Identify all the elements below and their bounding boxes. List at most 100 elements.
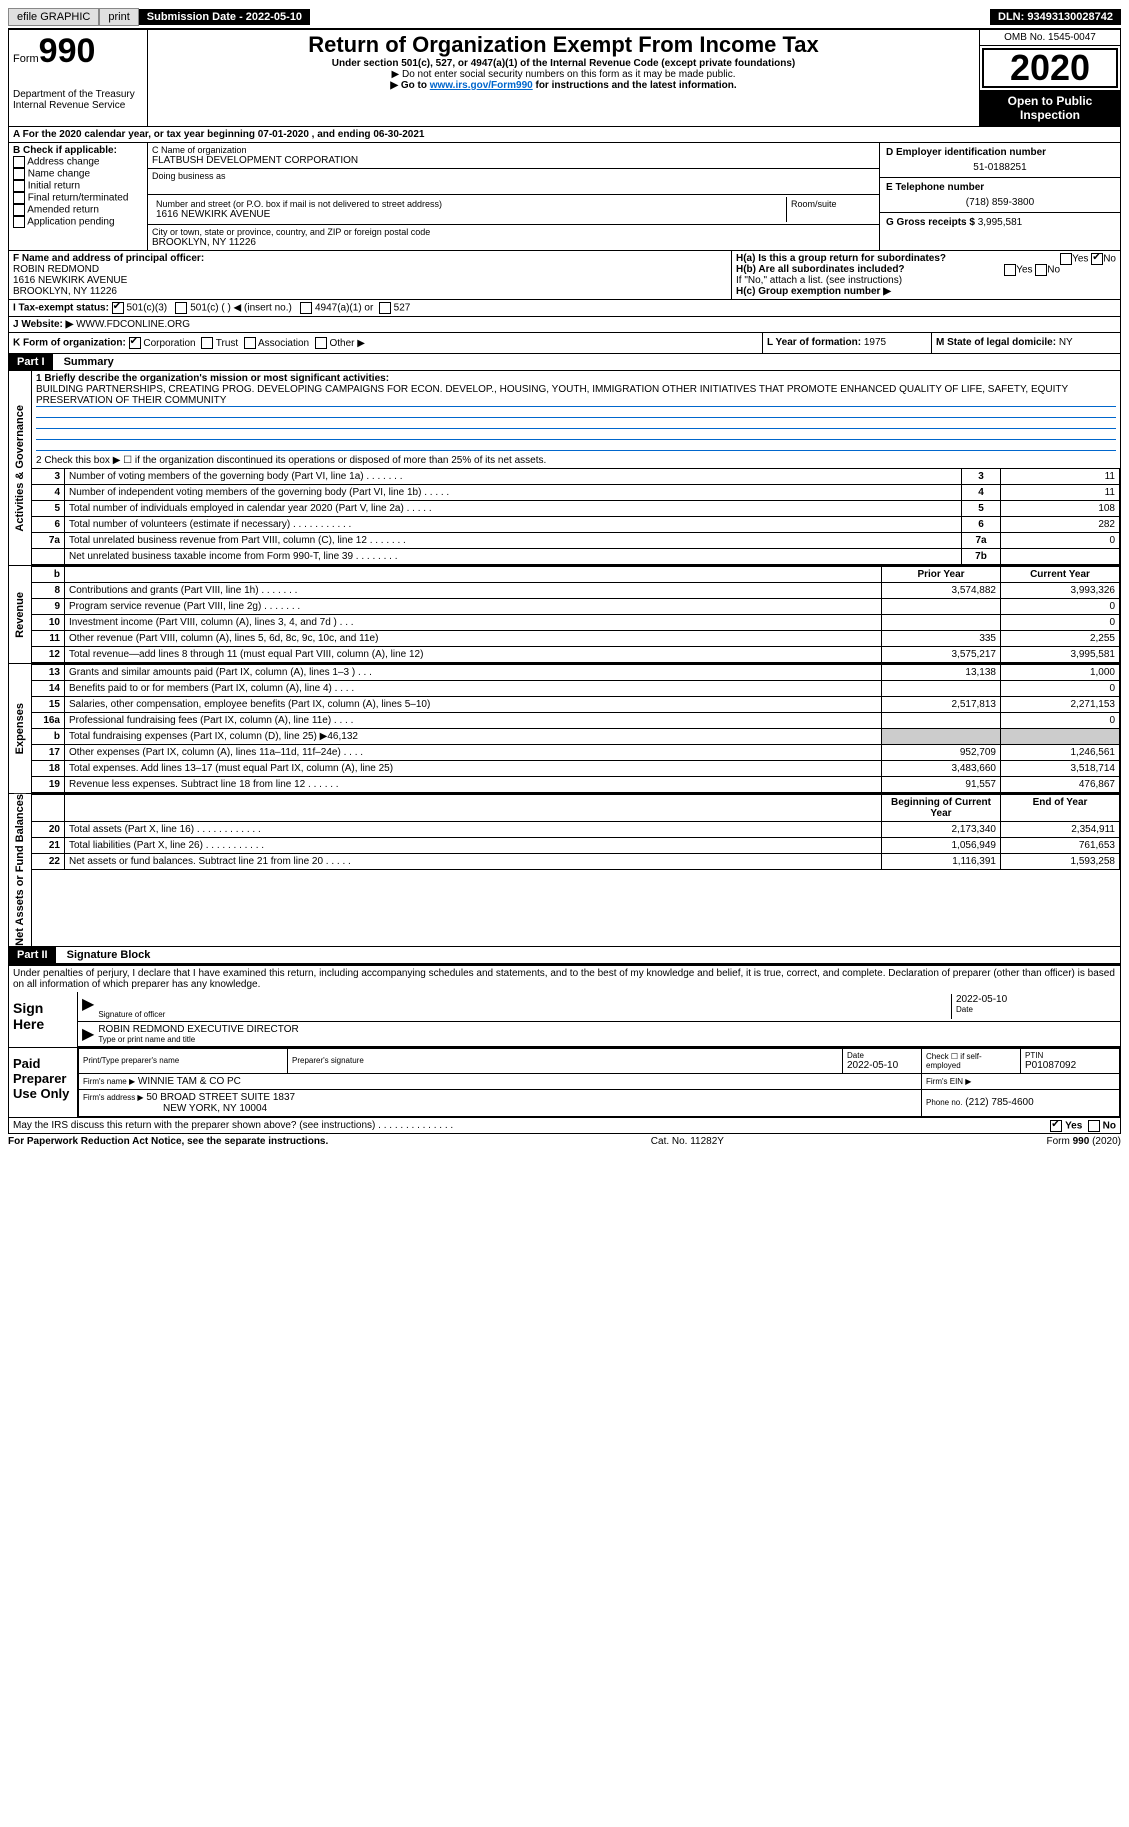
f-label: F Name and address of principal officer: xyxy=(13,253,727,264)
room-label: Room/suite xyxy=(787,197,875,222)
page-footer: For Paperwork Reduction Act Notice, see … xyxy=(8,1134,1121,1149)
l-label: L Year of formation: xyxy=(767,337,861,348)
firm-phone-label: Phone no. xyxy=(926,1098,962,1107)
gross-receipts: 3,995,581 xyxy=(978,217,1023,228)
print-button[interactable]: print xyxy=(99,8,138,26)
org-name: FLATBUSH DEVELOPMENT CORPORATION xyxy=(152,155,875,166)
row-a: A For the 2020 calendar year, or tax yea… xyxy=(8,127,1121,143)
ptin-value: P01087092 xyxy=(1025,1060,1115,1071)
public-inspection: Open to Public Inspection xyxy=(980,90,1120,126)
omb-number: OMB No. 1545-0047 xyxy=(980,30,1120,46)
prep-date-label: Date xyxy=(847,1051,917,1060)
ptin-label: PTIN xyxy=(1025,1051,1115,1060)
officer-name: ROBIN REDMOND xyxy=(13,264,727,275)
dln-label: DLN: 93493130028742 xyxy=(990,9,1121,25)
i-opt2: 501(c) ( ) ◀ (insert no.) xyxy=(190,303,292,314)
footer-right: Form 990 (2020) xyxy=(1047,1136,1121,1147)
firm-ein-label: Firm's EIN ▶ xyxy=(926,1077,971,1086)
footer-left: For Paperwork Reduction Act Notice, see … xyxy=(8,1136,328,1147)
tax-year: 2020 xyxy=(982,48,1118,88)
hb-label: H(b) Are all subordinates included? xyxy=(736,264,905,275)
prep-sig-label: Preparer's signature xyxy=(292,1056,838,1065)
hb-no: No xyxy=(1047,265,1060,276)
form-note2: ▶ Go to www.irs.gov/Form990 for instruct… xyxy=(152,80,975,91)
k-option[interactable]: Corporation xyxy=(129,338,199,349)
i-opt1: 501(c)(3) xyxy=(127,303,168,314)
arrow-icon: ▶ xyxy=(82,994,94,1019)
row-j: J Website: ▶ WWW.FDCONLINE.ORG xyxy=(8,317,1121,333)
checkbox-item[interactable]: Address change xyxy=(13,156,143,168)
paid-preparer-label: Paid Preparer Use Only xyxy=(9,1048,78,1117)
firm-phone: (212) 785-4600 xyxy=(965,1097,1033,1108)
checkbox-item[interactable]: Application pending xyxy=(13,216,143,228)
hb-yes: Yes xyxy=(1016,265,1032,276)
governance-table: 3Number of voting members of the governi… xyxy=(32,468,1120,565)
part1-hdr: Part I xyxy=(9,354,53,370)
hc-label: H(c) Group exemption number ▶ xyxy=(736,286,1116,297)
form-title: Return of Organization Exempt From Incom… xyxy=(152,32,975,58)
checkbox-item[interactable]: Name change xyxy=(13,168,143,180)
governance-section: Activities & Governance 1 Briefly descri… xyxy=(8,371,1121,566)
checkbox-item[interactable]: Amended return xyxy=(13,204,143,216)
irs-link[interactable]: www.irs.gov/Form990 xyxy=(430,80,533,91)
side-rev: Revenue xyxy=(14,592,26,638)
ein-value: 51-0188251 xyxy=(886,162,1114,173)
city-label: City or town, state or province, country… xyxy=(152,227,875,237)
i-opt3: 4947(a)(1) or xyxy=(315,303,373,314)
firm-addr1: 50 BROAD STREET SUITE 1837 xyxy=(146,1092,295,1103)
hb-note: If "No," attach a list. (see instruction… xyxy=(736,275,1116,286)
discuss-yes: Yes xyxy=(1065,1120,1082,1131)
checkbox-item[interactable]: Initial return xyxy=(13,180,143,192)
efile-button[interactable]: efile GRAPHIC xyxy=(8,8,99,26)
side-exp: Expenses xyxy=(14,703,26,754)
discuss-row: May the IRS discuss this return with the… xyxy=(8,1118,1121,1134)
footer-center: Cat. No. 11282Y xyxy=(651,1136,724,1147)
sig-date: 2022-05-10 xyxy=(956,994,1116,1005)
officer-name-title: ROBIN REDMOND EXECUTIVE DIRECTOR xyxy=(98,1024,1116,1035)
sig-officer-label: Signature of officer xyxy=(98,1010,951,1019)
ha-yes: Yes xyxy=(1072,254,1088,265)
j-label: J Website: ▶ xyxy=(13,319,73,330)
prep-name-label: Print/Type preparer's name xyxy=(83,1056,283,1065)
k-label: K Form of organization: xyxy=(13,338,126,349)
side-gov: Activities & Governance xyxy=(14,405,26,532)
m-value: NY xyxy=(1059,337,1073,348)
k-option[interactable]: Other ▶ xyxy=(312,338,368,349)
side-net: Net Assets or Fund Balances xyxy=(14,794,26,946)
row-i: I Tax-exempt status: 501(c)(3) 501(c) ( … xyxy=(8,300,1121,317)
row-k: K Form of organization: Corporation Trus… xyxy=(8,333,1121,354)
name-title-label: Type or print name and title xyxy=(98,1035,1116,1044)
prep-date: 2022-05-10 xyxy=(847,1060,917,1071)
discuss-no: No xyxy=(1103,1120,1116,1131)
firm-name: WINNIE TAM & CO PC xyxy=(138,1076,241,1087)
l-value: 1975 xyxy=(864,337,886,348)
dept-label: Department of the TreasuryInternal Reven… xyxy=(13,89,143,111)
i-label: I Tax-exempt status: xyxy=(13,303,109,314)
revenue-section: Revenue bPrior YearCurrent Year8Contribu… xyxy=(8,566,1121,664)
net-assets-section: Net Assets or Fund Balances Beginning of… xyxy=(8,794,1121,947)
checkbox-item[interactable]: Final return/terminated xyxy=(13,192,143,204)
expenses-table: 13Grants and similar amounts paid (Part … xyxy=(32,664,1120,793)
c-name-label: C Name of organization xyxy=(152,145,875,155)
firm-addr2: NEW YORK, NY 10004 xyxy=(83,1103,267,1114)
revenue-table: bPrior YearCurrent Year8Contributions an… xyxy=(32,566,1120,663)
dba-label: Doing business as xyxy=(152,171,875,181)
expenses-section: Expenses 13Grants and similar amounts pa… xyxy=(8,664,1121,794)
discuss-question: May the IRS discuss this return with the… xyxy=(13,1120,453,1131)
part2-title: Signature Block xyxy=(59,949,151,961)
e-label: E Telephone number xyxy=(886,182,1114,193)
k-option[interactable]: Trust xyxy=(198,338,241,349)
net-table: Beginning of Current YearEnd of Year20To… xyxy=(32,794,1120,870)
b-label: B Check if applicable: xyxy=(13,145,143,156)
g-label: G Gross receipts $ xyxy=(886,217,975,228)
k-option[interactable]: Association xyxy=(241,338,312,349)
sig-date-label: Date xyxy=(956,1005,1116,1014)
mission-text: BUILDING PARTNERSHIPS, CREATING PROG. DE… xyxy=(36,384,1116,407)
i-opt4: 527 xyxy=(394,303,411,314)
officer-addr1: 1616 NEWKIRK AVENUE xyxy=(13,275,727,286)
q2-text: 2 Check this box ▶ ☐ if the organization… xyxy=(32,453,1120,468)
ha-label: H(a) Is this a group return for subordin… xyxy=(736,253,946,264)
org-address: 1616 NEWKIRK AVENUE xyxy=(156,209,782,220)
form-subtitle: Under section 501(c), 527, or 4947(a)(1)… xyxy=(152,58,975,69)
form-note1: ▶ Do not enter social security numbers o… xyxy=(152,69,975,80)
